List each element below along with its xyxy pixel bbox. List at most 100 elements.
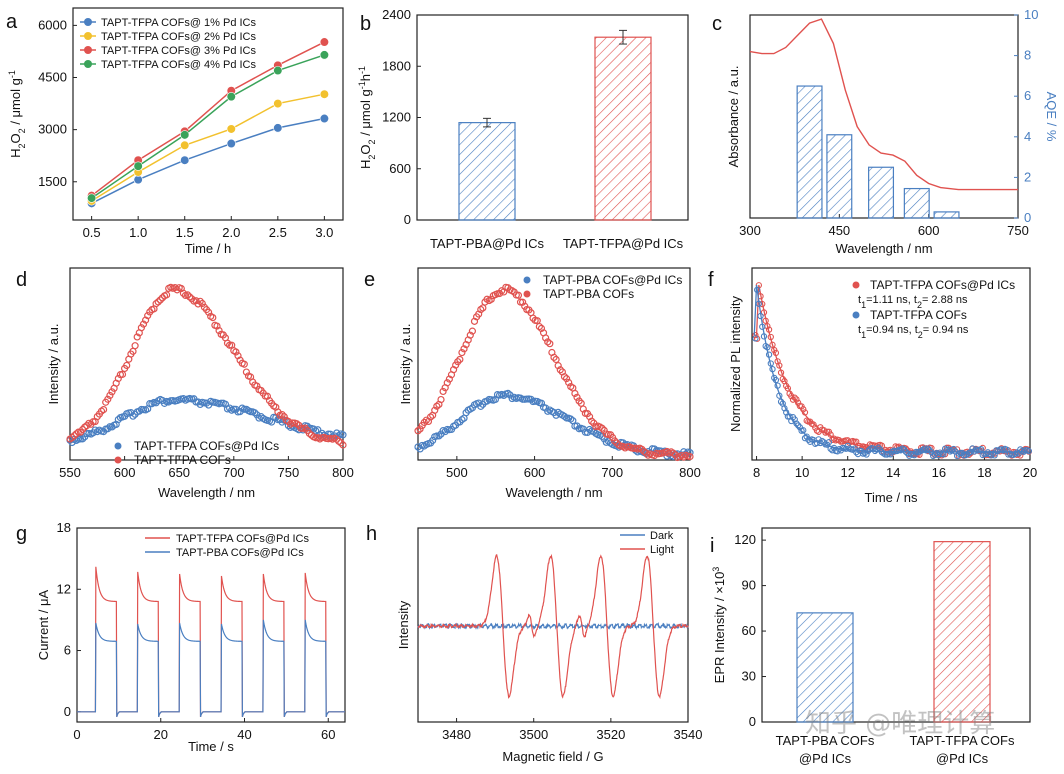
panel-label-b: b (360, 13, 371, 35)
panel-c-ytick-label-right: 10 (1024, 7, 1038, 22)
panel-e-point (429, 436, 437, 445)
panel-e-xlabel: Wavelength / nm (505, 485, 602, 500)
panel-label-i: i (710, 535, 714, 557)
panel-f-annotation: t1=0.94 ns, t2= 0.94 ns (858, 324, 969, 340)
panel-f-point (941, 445, 949, 452)
panel-f-point (793, 396, 800, 403)
panel-d-point (152, 300, 160, 308)
panel-c-aqe-bar (933, 211, 960, 219)
panel-g-frame (76, 527, 346, 723)
panel-f-point (800, 406, 807, 413)
panel-b-ytick-label: 1800 (382, 58, 411, 73)
panel-label-g: g (16, 523, 27, 545)
panel-e-point (573, 393, 581, 401)
panel-e-point (435, 432, 443, 440)
panel-label-d: d (16, 269, 27, 291)
panel-d-point (163, 291, 171, 299)
panel-d-point (251, 409, 259, 417)
panel-a-xtick-label: 1.0 (129, 225, 147, 240)
panel-b-ytick-label: 2400 (382, 7, 411, 22)
panel-e-point (466, 331, 474, 339)
panel-f-point (801, 434, 809, 442)
panel-d-point (339, 431, 347, 439)
panel-f-xtick-label: 18 (977, 465, 991, 480)
panel-i-ylabel: EPR Intensity / ×103 (711, 567, 727, 684)
panel-f-point (752, 335, 759, 342)
panel-d-point (217, 399, 225, 407)
panel-a-xtick-label: 2.0 (222, 225, 240, 240)
panel-g-xtick-label: 60 (321, 727, 335, 742)
panel-e-point (669, 449, 677, 457)
panel-f-xtick-label: 10 (795, 465, 809, 480)
panel-e-point (514, 291, 523, 299)
panel-g-xtick-label: 20 (154, 727, 168, 742)
panel-f-point (776, 362, 783, 369)
panel-c-ylabel-left: Absorbance / a.u. (726, 66, 741, 168)
panel-d-point (179, 289, 187, 297)
panel-d-ylabel: Intensity / a.u. (46, 324, 61, 405)
panel-f-point (776, 392, 783, 399)
panel-d-point (198, 299, 206, 308)
panel-e-point (487, 295, 495, 303)
panel-f-xtick-label: 20 (1023, 465, 1037, 480)
panel-f-point (784, 385, 792, 392)
panel-d-point (337, 439, 345, 447)
panel-a-legend-label: TAPT-TFPA COFs@ 1% Pd ICs (101, 17, 257, 29)
panel-h-xtick-label: 3480 (442, 727, 471, 742)
panel-a-ylabel: H2O2 / μmol g-1 (7, 70, 27, 158)
panel-f-legend-label: TAPT-TFPA COFs (870, 308, 967, 322)
panel-a-xtick-label: 0.5 (83, 225, 101, 240)
panel-a-legend-marker (84, 60, 92, 68)
panel-i-bar (796, 612, 854, 723)
panel-f-point (825, 439, 833, 446)
panel-f-annotation: t1=1.11 ns, t2= 2.88 ns (858, 294, 968, 310)
panel-f-point (788, 417, 795, 425)
panel-b-ytick-label: 0 (404, 212, 411, 227)
panel-a-legend-label: TAPT-TFPA COFs@ 4% Pd ICs (101, 59, 257, 71)
panel-f-point (967, 448, 974, 456)
panel-e-legend-marker (523, 276, 531, 284)
panel-e-point (598, 424, 606, 432)
panel-d-frame (69, 267, 344, 461)
panel-d-point (226, 341, 234, 349)
panel-a-series-line (91, 41, 325, 197)
panel-c-aqe-bar (868, 166, 895, 219)
panel-d-xtick-label: 650 (168, 465, 190, 480)
panel-c-ytick-label-right: 6 (1024, 88, 1031, 103)
panel-d-xtick-label: 800 (332, 465, 354, 480)
panel-f-point (803, 433, 810, 440)
panel-d-point (137, 324, 145, 332)
panel-f-point (757, 312, 764, 320)
panel-e-point (544, 338, 552, 346)
panel-e-xtick-label: 800 (679, 465, 701, 480)
panel-a-point (180, 140, 190, 150)
panel-c-aqe-bar (903, 187, 930, 219)
panel-label-a: a (6, 11, 18, 33)
panel-f-point (827, 445, 834, 452)
panel-g-ytick-label: 18 (57, 520, 71, 535)
panel-e-point (454, 358, 462, 366)
panel-f-point (765, 326, 773, 333)
panel-h-xlabel: Magnetic field / G (502, 749, 603, 764)
panel-d-point (78, 435, 87, 443)
panel-b-ytick-label: 600 (389, 161, 411, 176)
panel-a-point (180, 155, 190, 165)
panel-c-ylabel-right: AQE / % (1044, 92, 1059, 142)
panel-b-bar (458, 122, 516, 221)
panel-f-point (940, 451, 947, 458)
panel-d-point (133, 333, 141, 341)
panel-h-xtick-label: 3500 (519, 727, 548, 742)
panel-d-point (123, 361, 131, 370)
panel-d-point (240, 360, 248, 368)
panel-b-category-label: TAPT-PBA@Pd ICs (430, 236, 545, 251)
panel-d-point (253, 382, 261, 390)
panel-f-point (762, 317, 769, 324)
panel-c-ytick-label-right: 4 (1024, 129, 1031, 144)
panel-f-point (813, 439, 821, 447)
panel-c-xtick-label: 750 (1007, 223, 1029, 238)
panel-c-aqe-bar (796, 85, 823, 219)
panel-a-frame (72, 7, 344, 221)
panel-h-light-line (417, 553, 689, 700)
panel-e-point (537, 399, 546, 407)
